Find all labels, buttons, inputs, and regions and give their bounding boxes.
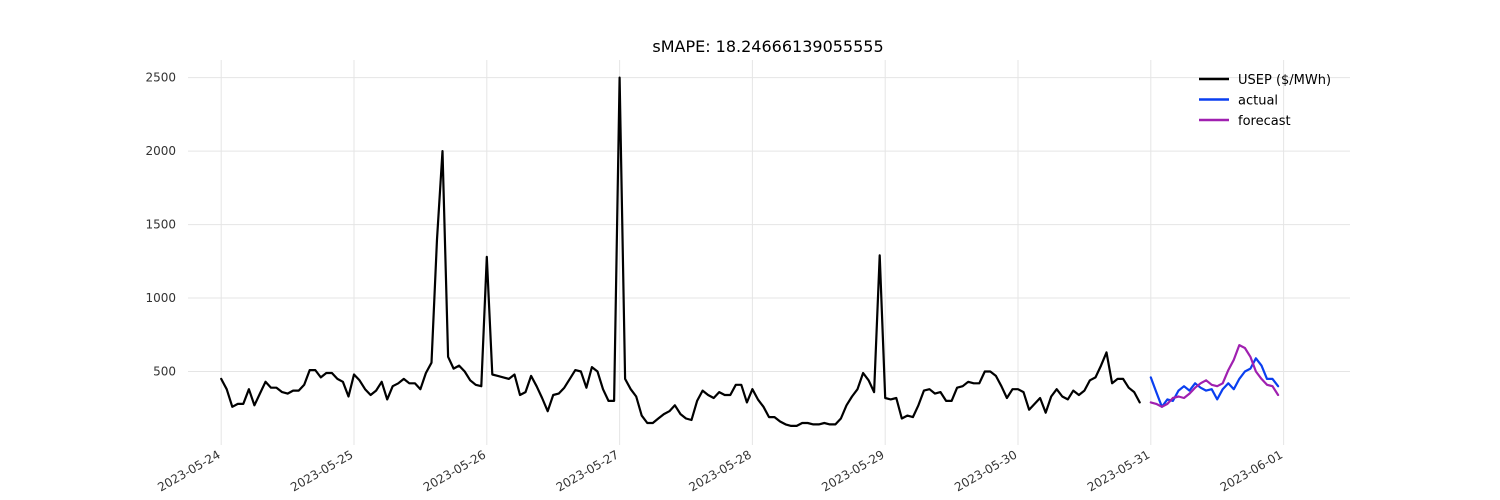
series-line-usep-mwh (220, 76, 1141, 427)
legend-label: forecast (1238, 114, 1291, 129)
x-axis-ticks: 2023-05-24 2023-05-25 2023-05-26 2023-05-27… (155, 447, 1285, 494)
x-tick-label: 2023-05-24 (155, 447, 222, 494)
legend-label: actual (1238, 94, 1278, 109)
series-lines (220, 76, 1280, 427)
y-tick-label: 1000 (145, 291, 176, 305)
x-tick-label: 2023-06-01 (1218, 447, 1285, 494)
y-axis-ticks: 500 1000 1500 2000 2500 (145, 71, 176, 379)
grid (188, 60, 1350, 445)
y-tick-label: 1500 (145, 218, 176, 232)
series-line-actual (1149, 357, 1280, 408)
x-tick-label: 2023-05-29 (819, 447, 886, 494)
y-tick-label: 500 (153, 365, 176, 379)
x-tick-label: 2023-05-26 (421, 447, 488, 494)
chart-title: sMAPE: 18.24666139055555 (652, 37, 883, 56)
x-tick-label: 2023-05-31 (1085, 447, 1152, 494)
y-tick-label: 2000 (145, 144, 176, 158)
legend: USEP ($/MWh) actual forecast (1199, 73, 1331, 129)
x-tick-label: 2023-05-27 (554, 447, 621, 494)
x-tick-label: 2023-05-25 (288, 447, 355, 494)
x-tick-label: 2023-05-30 (952, 447, 1019, 494)
series-line-forecast (1149, 344, 1280, 408)
legend-label: USEP ($/MWh) (1238, 73, 1331, 88)
x-tick-label: 2023-05-28 (686, 447, 753, 494)
y-tick-label: 2500 (145, 71, 176, 85)
